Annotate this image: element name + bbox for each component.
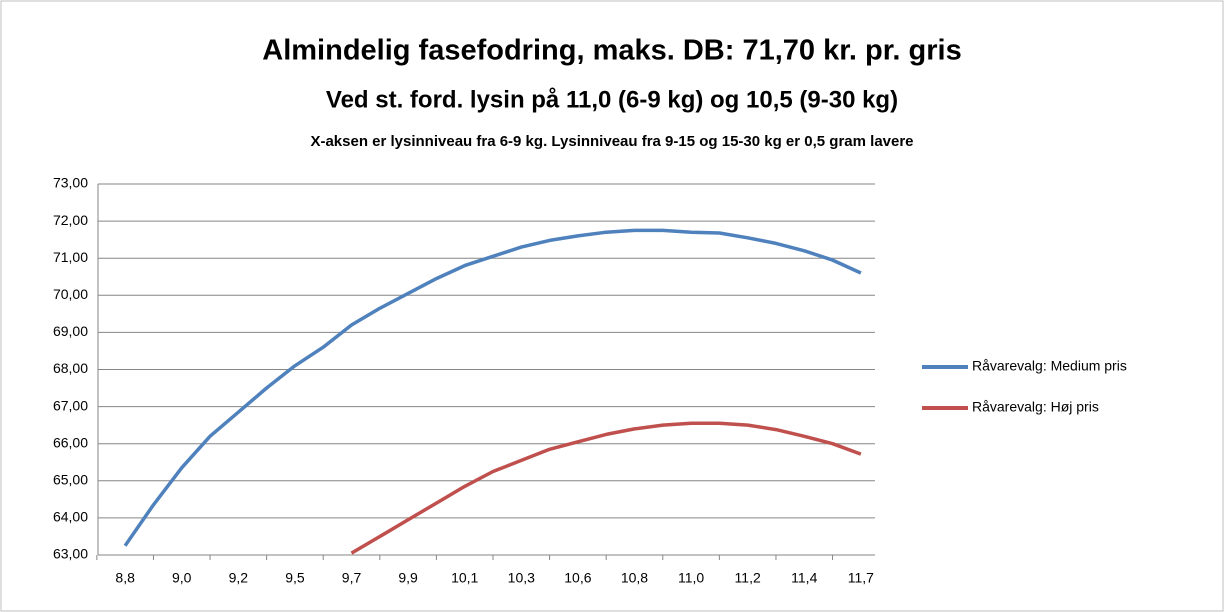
- x-tick-label: 10,8: [621, 570, 648, 586]
- y-tick-label: 72,00: [53, 212, 88, 228]
- series-line: [350, 421, 862, 555]
- y-tick-label: 70,00: [53, 286, 88, 302]
- y-tick-label: 73,00: [53, 175, 88, 191]
- x-tick-label: 9,5: [285, 570, 305, 586]
- x-tick-label: 9,2: [229, 570, 249, 586]
- y-tick-label: 65,00: [53, 472, 88, 488]
- x-tick-label: 8,8: [115, 570, 135, 586]
- legend-label: Råvarevalg: Høj pris: [972, 399, 1099, 415]
- series-line: [123, 228, 862, 547]
- x-tick-label: 10,6: [564, 570, 591, 586]
- legend-label: Råvarevalg: Medium pris: [972, 358, 1127, 374]
- x-tick-label: 10,1: [451, 570, 478, 586]
- chart-title: Almindelig fasefodring, maks. DB: 71,70 …: [262, 35, 961, 67]
- x-tick-label: 11,2: [735, 570, 761, 586]
- y-tick-label: 68,00: [53, 360, 88, 376]
- x-tick-label: 9,0: [172, 570, 192, 586]
- x-tick-label: 10,3: [508, 570, 535, 586]
- x-tick-label: 11,4: [791, 570, 817, 586]
- x-tick-label: 9,7: [342, 570, 362, 586]
- x-tick-label: 11,7: [848, 570, 874, 586]
- y-tick-label: 69,00: [53, 323, 88, 339]
- chart-note: X-aksen er lysinniveau fra 6-9 kg. Lysin…: [310, 133, 913, 150]
- y-tick-label: 66,00: [53, 434, 88, 450]
- x-tick-label: 11,0: [678, 570, 704, 586]
- y-tick-label: 64,00: [53, 509, 88, 525]
- y-tick-label: 67,00: [53, 397, 88, 413]
- chart-subtitle: Ved st. ford. lysin på 11,0 (6-9 kg) og …: [326, 86, 898, 113]
- y-tick-label: 63,00: [53, 546, 88, 562]
- x-tick-label: 9,9: [398, 570, 418, 586]
- y-tick-label: 71,00: [53, 249, 88, 265]
